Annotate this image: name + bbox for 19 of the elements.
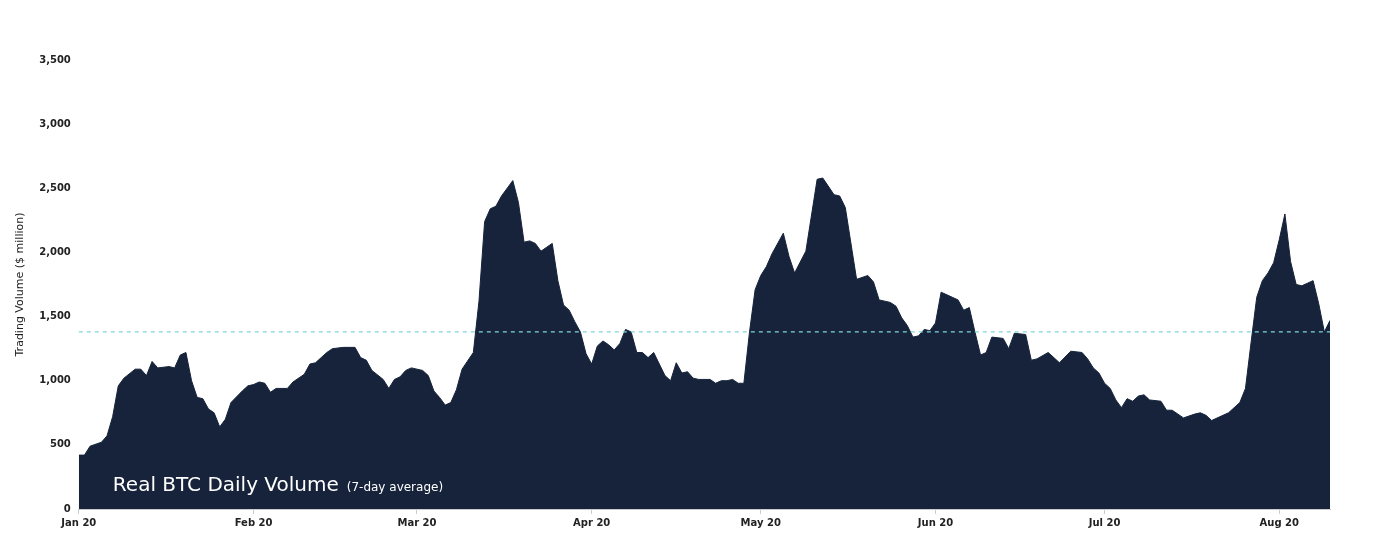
y-tick-label: 2,500 xyxy=(39,181,71,193)
y-axis-title: Trading Volume ($ million) xyxy=(13,212,27,358)
x-tick-label: Feb 20 xyxy=(234,516,273,528)
y-tick-label: 3,500 xyxy=(39,53,71,65)
x-tick-label: Jul 20 xyxy=(1087,516,1121,528)
text: Real BTC Daily Volume xyxy=(112,472,339,496)
y-tick-label: 1,000 xyxy=(39,374,71,386)
y-tick-label: 1,500 xyxy=(39,310,71,322)
x-tick-label: Mar 20 xyxy=(397,516,437,528)
x-tick-label: Apr 20 xyxy=(573,516,611,528)
text: (7-day average) xyxy=(346,480,444,494)
x-tick-label: Aug 20 xyxy=(1259,516,1300,528)
y-tick-label: 2,000 xyxy=(39,246,71,258)
x-tick-label: Jan 20 xyxy=(60,516,97,528)
y-tick-label: 500 xyxy=(49,438,71,450)
y-tick-label: 3,000 xyxy=(39,117,71,129)
y-tick-label: 0 xyxy=(63,502,71,514)
x-tick-label: Jun 20 xyxy=(916,516,954,528)
x-tick-label: May 20 xyxy=(740,516,781,528)
